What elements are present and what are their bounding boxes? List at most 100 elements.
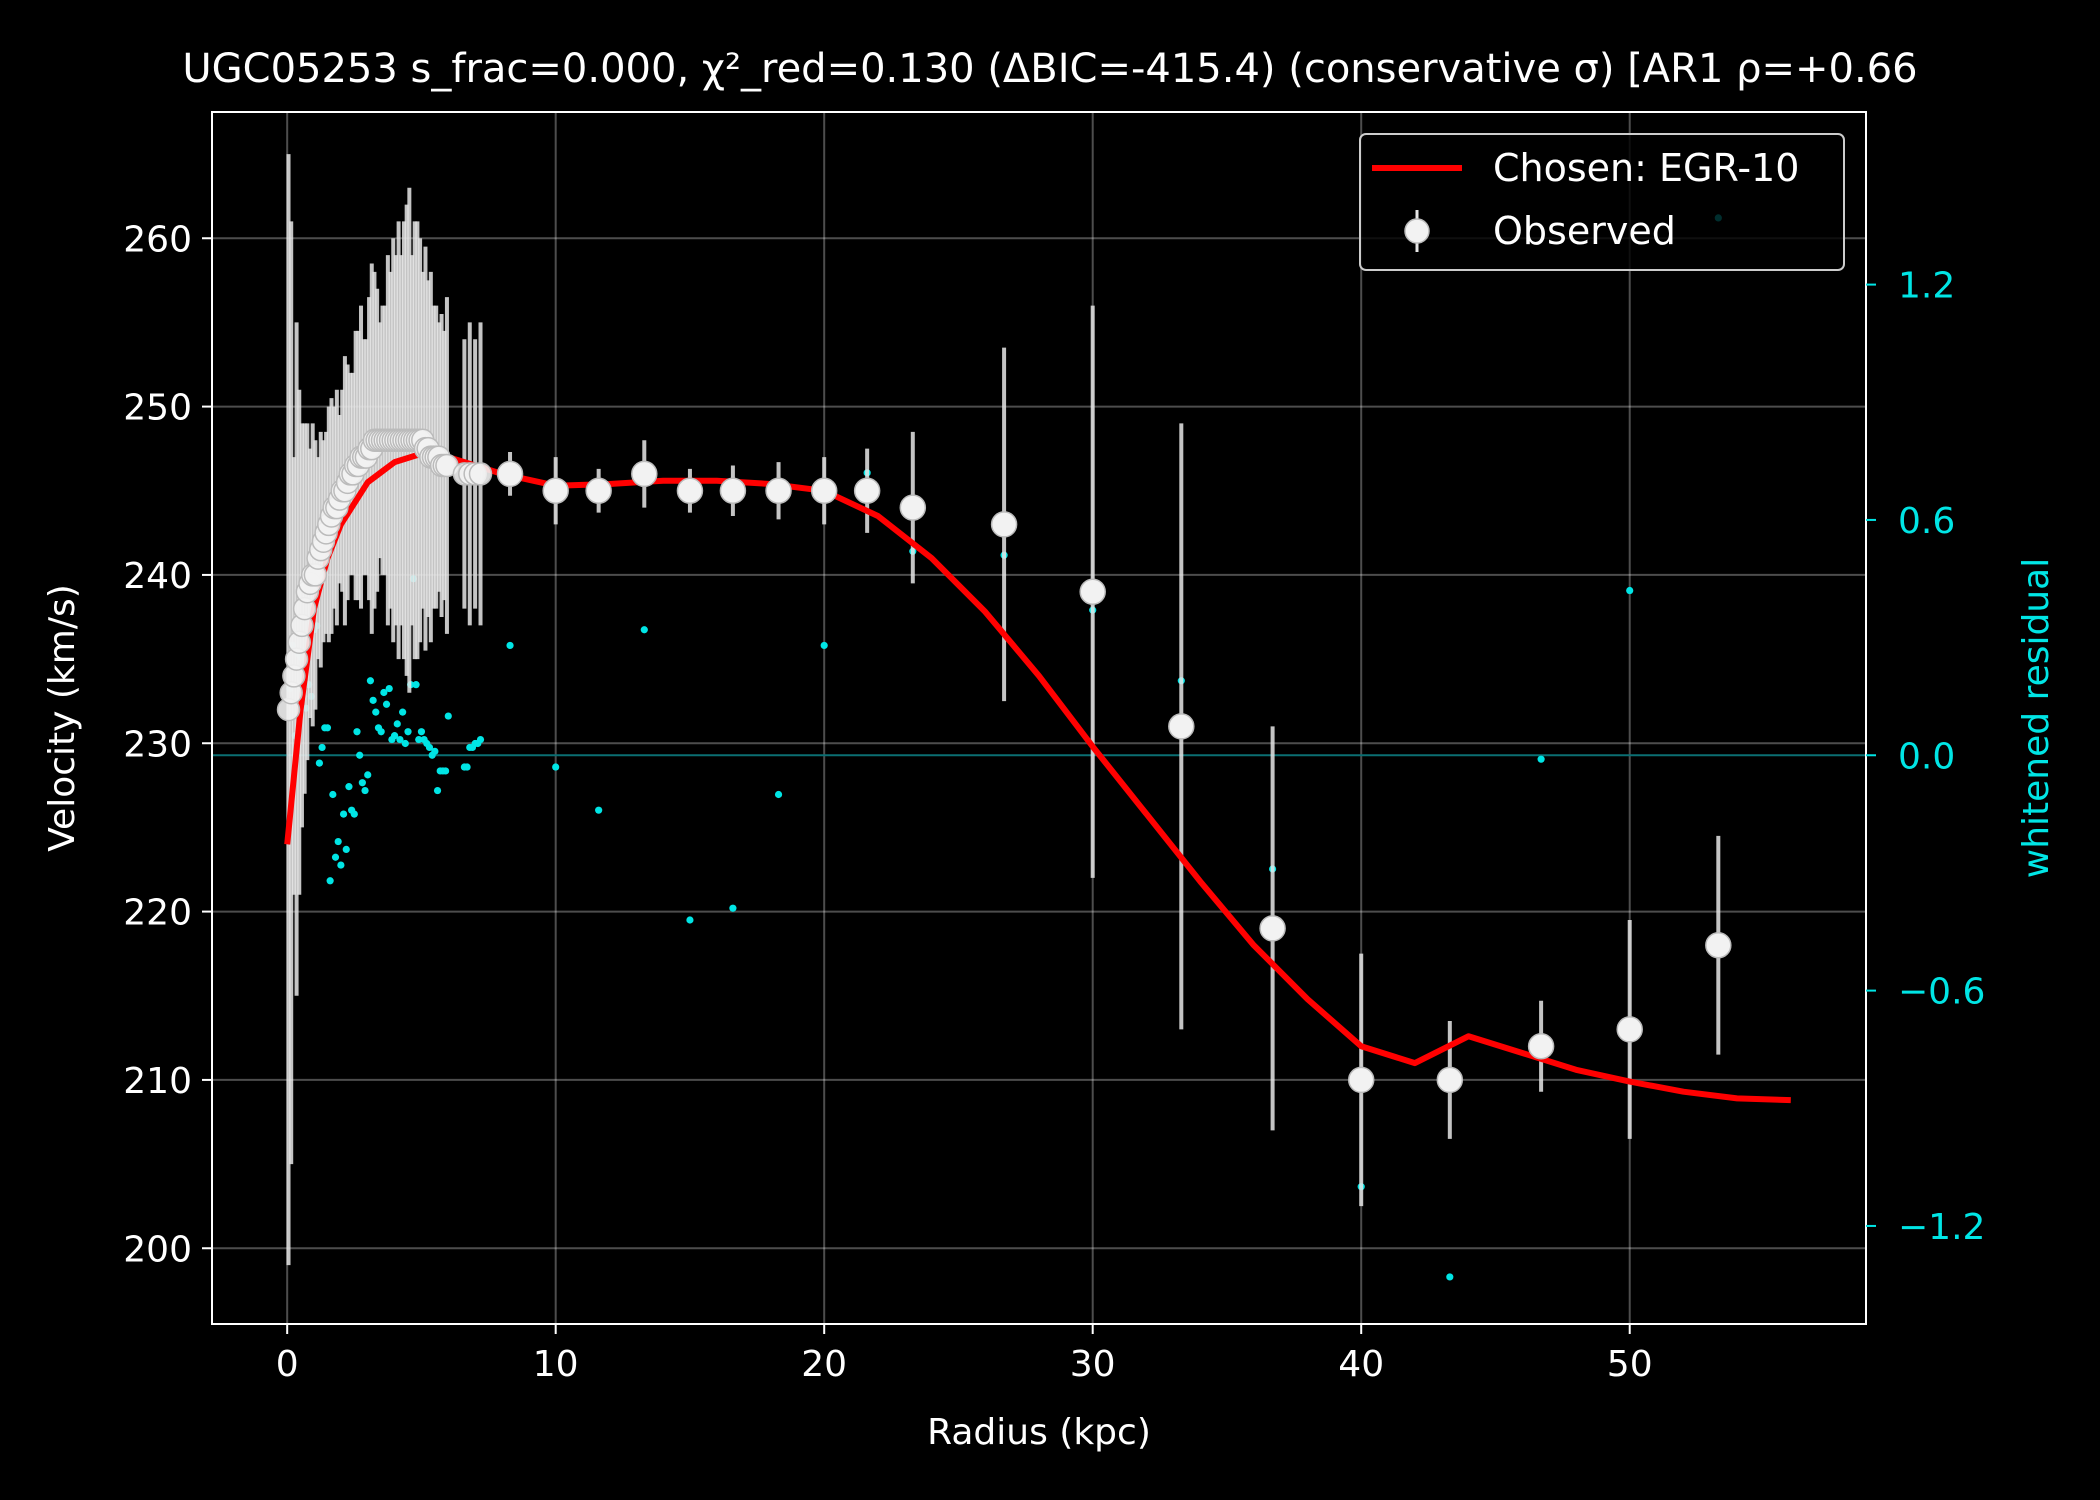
observed-point — [899, 494, 927, 521]
x-tick-label: 20 — [801, 1344, 847, 1385]
residual-point — [329, 790, 337, 799]
residual-point — [417, 728, 426, 736]
observed-point — [1079, 578, 1106, 605]
model-curve — [284, 450, 1791, 1104]
observed-point — [990, 511, 1018, 538]
y2-tick-label: −0.6 — [1898, 972, 1985, 1013]
y-tick-label: 260 — [123, 219, 192, 260]
residual-point — [390, 732, 399, 740]
observed-point — [853, 477, 881, 504]
residual-point — [369, 696, 377, 704]
legend: Chosen: EGR-10 Observed — [1359, 133, 1845, 271]
chart-title: UGC05253 s_frac=0.000, χ²_red=0.130 (ΔBI… — [182, 46, 1917, 92]
observed-point — [631, 460, 658, 488]
residual-point — [506, 641, 514, 650]
residual-point — [364, 771, 372, 779]
residual-point — [339, 810, 348, 818]
y-axis-ticks: 200 210 220 230 240 250 260 — [123, 219, 212, 1270]
observed-point — [1527, 1033, 1555, 1060]
residual-point — [366, 677, 375, 685]
y-axis-label: Velocity (km/s) — [42, 584, 83, 852]
observed-point — [1616, 1016, 1643, 1043]
y-tick-label: 230 — [123, 724, 192, 765]
y2-tick-label: 1.2 — [1898, 266, 1955, 307]
model-curve-layer — [284, 450, 1791, 1104]
observed-point — [1259, 915, 1286, 942]
residual-point — [385, 684, 393, 693]
residual-point — [820, 641, 828, 650]
observed-errorbars — [286, 154, 1721, 1266]
residual-point — [686, 916, 694, 924]
residual-point — [393, 720, 401, 728]
y-tick-label: 250 — [123, 388, 192, 429]
legend-observed-marker — [1404, 218, 1430, 244]
residual-point — [326, 877, 334, 885]
residual-point — [337, 861, 345, 869]
residual-point — [315, 759, 324, 767]
x-tick-label: 30 — [1070, 1344, 1116, 1385]
plot-frame — [211, 111, 1867, 1325]
residual-point — [415, 735, 423, 744]
residual-point — [729, 904, 737, 912]
observed-point — [585, 477, 612, 504]
residual-point — [1446, 1273, 1454, 1281]
y-tick-label: 210 — [123, 1061, 192, 1102]
residual-point — [353, 728, 361, 736]
y2-tick-label: 0.0 — [1898, 736, 1955, 777]
residual-point — [401, 739, 409, 748]
residual-point — [425, 743, 434, 752]
residual-point — [404, 728, 412, 736]
residual-point — [552, 763, 560, 771]
x-axis-label: Radius (kpc) — [927, 1412, 1151, 1453]
y2-axis-label: whitened residual — [2016, 558, 2057, 878]
residual-point — [356, 751, 364, 759]
x-tick-label: 10 — [533, 1344, 579, 1385]
y2-tick-label: −1.2 — [1898, 1207, 1985, 1248]
residual-point — [334, 837, 342, 846]
residual-point — [380, 688, 388, 697]
residual-point — [595, 806, 603, 814]
residual-point — [442, 767, 450, 775]
legend-model-label: Chosen: EGR-10 — [1493, 146, 1799, 190]
observed-markers — [276, 428, 1732, 1094]
y-tick-label: 200 — [123, 1229, 192, 1270]
residual-point — [350, 810, 358, 818]
residual-point — [431, 747, 439, 755]
residual-point — [331, 853, 340, 861]
y2-axis-ticks: −1.2 −0.6 0.0 0.6 1.2 — [1866, 266, 1985, 1248]
y-tick-label: 220 — [123, 893, 192, 934]
observed-point — [496, 460, 524, 488]
residual-point — [382, 700, 391, 708]
observed-point — [542, 477, 569, 504]
observed-point — [765, 477, 792, 504]
residual-point — [358, 779, 366, 787]
y2-tick-label: 0.6 — [1898, 501, 1955, 542]
legend-box — [1359, 133, 1845, 271]
residual-point — [396, 735, 404, 744]
x-tick-label: 0 — [276, 1344, 299, 1385]
residual-point — [377, 728, 385, 736]
residual-point — [476, 735, 485, 744]
residual-point — [640, 626, 648, 634]
residual-point — [323, 724, 332, 732]
residual-point — [318, 743, 326, 752]
grid — [212, 112, 1866, 1324]
observed-point — [1705, 932, 1732, 959]
residual-point — [1626, 586, 1634, 595]
residual-point — [361, 786, 369, 795]
residual-point — [774, 790, 783, 799]
observed-point — [1168, 713, 1195, 740]
observed-point — [468, 462, 493, 486]
y-tick-label: 240 — [123, 556, 192, 597]
observed-point — [1347, 1066, 1375, 1094]
residual-point — [1537, 755, 1545, 763]
legend-observed-label: Observed — [1493, 209, 1676, 253]
residual-point — [372, 708, 380, 716]
x-tick-label: 50 — [1607, 1344, 1653, 1385]
observed-point — [810, 477, 838, 504]
residual-point — [342, 845, 350, 853]
observed-point — [1436, 1066, 1464, 1094]
x-tick-label: 40 — [1338, 1344, 1384, 1385]
residual-point — [463, 763, 471, 771]
residual-point — [399, 708, 407, 716]
